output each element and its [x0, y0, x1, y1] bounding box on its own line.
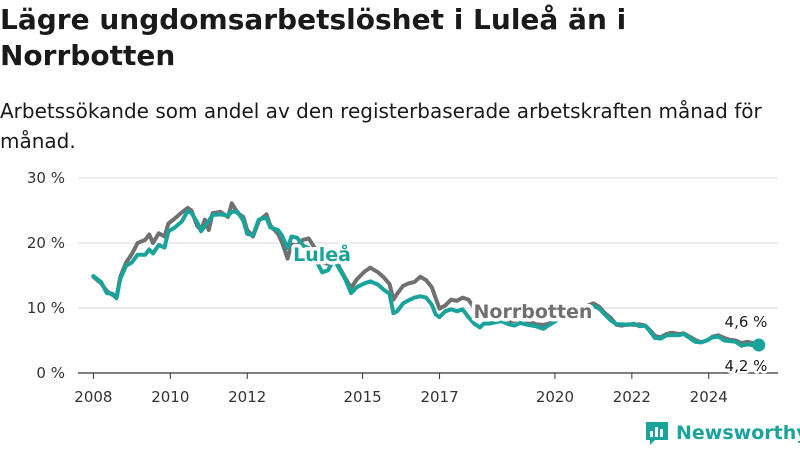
y-tick-label: 0 %	[36, 364, 65, 382]
end-label-norrbotten-halo: 4,6 %	[725, 313, 768, 331]
end-label-lulea: 4,2 %	[725, 357, 768, 375]
x-tick-label: 2022	[613, 388, 651, 406]
y-tick-label: 20 %	[27, 234, 65, 252]
series-label-lulea-halo: Luleå	[293, 242, 351, 266]
series-line-norrbotten	[91, 201, 761, 346]
end-label-norrbotten: 4,6 %	[725, 313, 768, 331]
brand-name: Newsworthy	[676, 422, 800, 444]
series-label-norrbotten-halo: Norrbotten	[474, 301, 593, 323]
x-tick-label: 2012	[228, 388, 266, 406]
x-tick-label: 2010	[151, 388, 189, 406]
end-label-lulea-halo: 4,2 %	[725, 357, 768, 375]
newsworthy-logo-icon	[646, 422, 668, 445]
x-tick-label: 2017	[420, 388, 458, 406]
x-tick-label: 2015	[344, 388, 382, 406]
x-tick-label: 2020	[536, 388, 574, 406]
y-tick-label: 10 %	[27, 299, 65, 317]
x-tick-label: 2008	[74, 388, 112, 406]
series-label-norrbotten: Norrbotten	[474, 301, 593, 323]
series-line-lulea	[91, 209, 761, 348]
newsworthy-brand: Newsworthy	[644, 418, 800, 448]
y-tick-label: 30 %	[27, 169, 65, 187]
series-label-lulea: Luleå	[293, 242, 351, 266]
x-tick-label: 2024	[690, 388, 728, 406]
chart-subtitle: Arbetssökande som andel av den registerb…	[0, 99, 762, 153]
series-end-dot-lulea	[752, 338, 766, 352]
chart-title: Lägre ungdomsarbetslöshet i Luleå än i N…	[0, 3, 627, 72]
